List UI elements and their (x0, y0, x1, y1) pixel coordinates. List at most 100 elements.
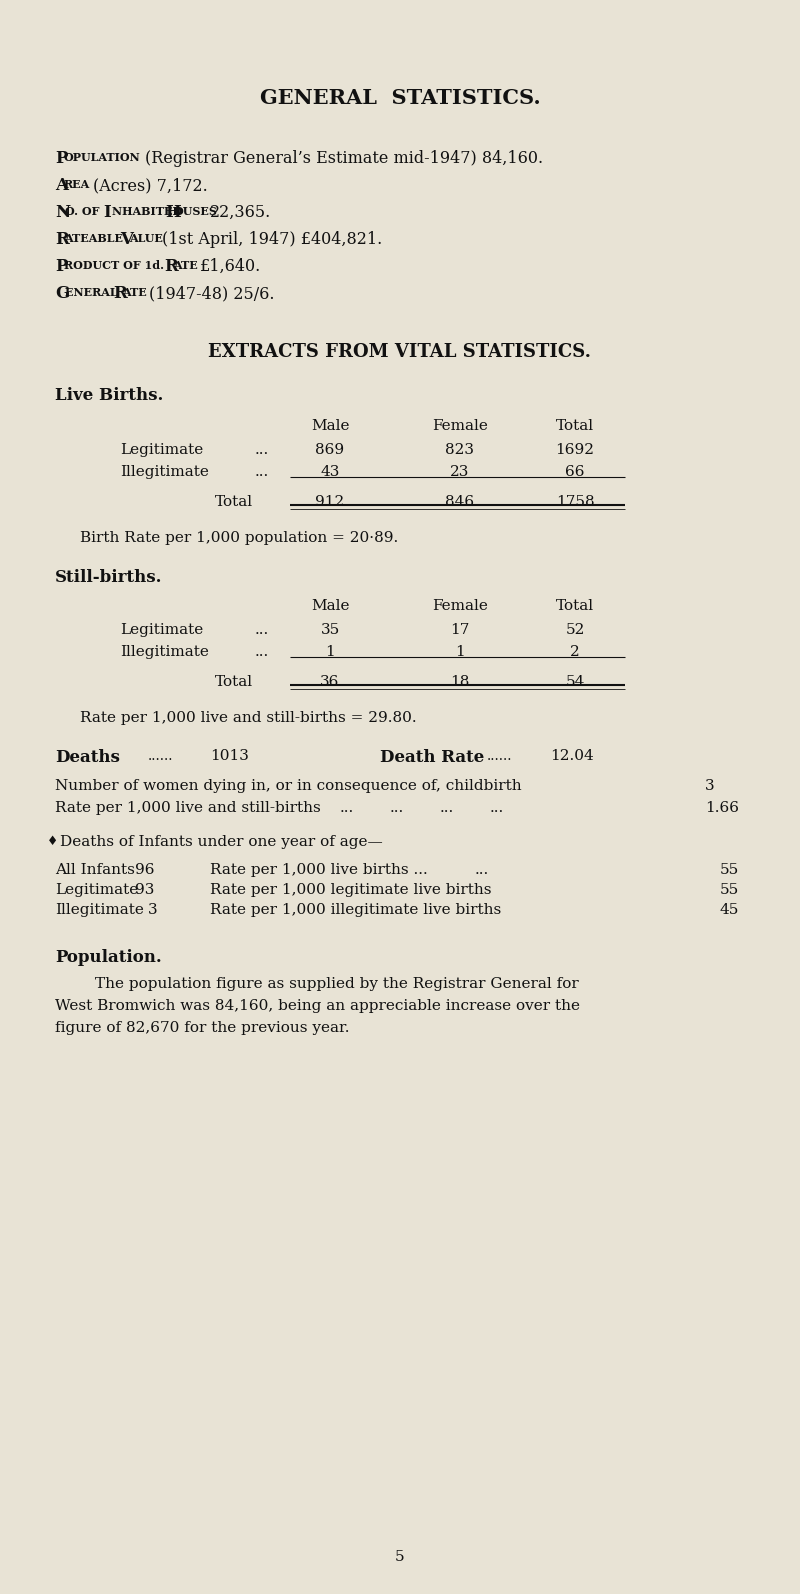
Text: Still-births.: Still-births. (55, 569, 162, 587)
Text: Total: Total (215, 674, 253, 689)
Text: GENERAL  STATISTICS.: GENERAL STATISTICS. (260, 88, 540, 108)
Text: 43: 43 (320, 465, 340, 480)
Text: 846: 846 (446, 496, 474, 508)
Text: Male: Male (310, 599, 350, 614)
Text: Illegitimate: Illegitimate (55, 902, 144, 917)
Text: 12.04: 12.04 (550, 749, 594, 764)
Text: 869: 869 (315, 443, 345, 457)
Text: 3: 3 (148, 902, 158, 917)
Text: R: R (113, 285, 126, 301)
Text: The population figure as supplied by the Registrar General for: The population figure as supplied by the… (95, 977, 578, 991)
Text: ...: ... (255, 646, 270, 658)
Text: All Infants: All Infants (55, 862, 135, 877)
Text: 45: 45 (720, 902, 739, 917)
Text: Number of women dying in, or in consequence of, childbirth: Number of women dying in, or in conseque… (55, 779, 522, 792)
Text: 52: 52 (566, 623, 585, 638)
Text: ...: ... (255, 443, 270, 457)
Text: A: A (55, 177, 68, 194)
Text: 35: 35 (320, 623, 340, 638)
Text: figure of 82,670 for the previous year.: figure of 82,670 for the previous year. (55, 1022, 350, 1035)
Text: ENERAL: ENERAL (65, 287, 122, 298)
Text: H: H (165, 204, 181, 222)
Text: Rate per 1,000 illegitimate live births: Rate per 1,000 illegitimate live births (210, 902, 502, 917)
Text: ...: ... (490, 802, 504, 815)
Text: Rate per 1,000 live births ...: Rate per 1,000 live births ... (210, 862, 428, 877)
Text: Rate per 1,000 live and still-births: Rate per 1,000 live and still-births (55, 802, 321, 815)
Text: Female: Female (432, 599, 488, 614)
Text: ♦: ♦ (47, 835, 58, 848)
Text: ......: ...... (487, 749, 513, 764)
Text: ...: ... (255, 465, 270, 480)
Text: 1: 1 (325, 646, 335, 658)
Text: 3: 3 (705, 779, 714, 792)
Text: O. OF: O. OF (65, 206, 103, 217)
Text: 5: 5 (395, 1549, 405, 1564)
Text: P: P (55, 258, 67, 276)
Text: 912: 912 (315, 496, 345, 508)
Text: 22,365.: 22,365. (210, 204, 271, 222)
Text: ATE: ATE (122, 287, 146, 298)
Text: REA: REA (64, 179, 90, 190)
Text: Death Rate: Death Rate (380, 749, 484, 767)
Text: (1st April, 1947) £404,821.: (1st April, 1947) £404,821. (162, 231, 382, 249)
Text: Legitimate: Legitimate (120, 623, 203, 638)
Text: Legitimate: Legitimate (120, 443, 203, 457)
Text: ......: ...... (148, 749, 174, 764)
Text: 96: 96 (135, 862, 154, 877)
Text: 2: 2 (570, 646, 580, 658)
Text: Legitimate: Legitimate (55, 883, 138, 897)
Text: N: N (55, 204, 70, 222)
Text: Male: Male (310, 419, 350, 434)
Text: NHABITED: NHABITED (112, 206, 186, 217)
Text: RODUCT OF 1d.: RODUCT OF 1d. (64, 260, 168, 271)
Text: 54: 54 (566, 674, 585, 689)
Text: ...: ... (440, 802, 454, 815)
Text: 1692: 1692 (555, 443, 594, 457)
Text: Birth Rate per 1,000 population = 20·89.: Birth Rate per 1,000 population = 20·89. (80, 531, 398, 545)
Text: Total: Total (215, 496, 253, 508)
Text: R: R (55, 231, 69, 249)
Text: 17: 17 (450, 623, 470, 638)
Text: I: I (103, 204, 110, 222)
Text: Illegitimate: Illegitimate (120, 646, 209, 658)
Text: ...: ... (475, 862, 490, 877)
Text: V: V (120, 231, 133, 249)
Text: OUSES: OUSES (174, 206, 218, 217)
Text: 93: 93 (135, 883, 154, 897)
Text: (Registrar General’s Estimate mid-1947) 84,160.: (Registrar General’s Estimate mid-1947) … (145, 150, 543, 167)
Text: ALUE: ALUE (129, 233, 163, 244)
Text: 823: 823 (446, 443, 474, 457)
Text: West Bromwich was 84,160, being an appreciable increase over the: West Bromwich was 84,160, being an appre… (55, 999, 580, 1014)
Text: 55: 55 (720, 883, 739, 897)
Text: ATEABLE: ATEABLE (64, 233, 127, 244)
Text: ATE: ATE (173, 260, 198, 271)
Text: (Acres) 7,172.: (Acres) 7,172. (93, 177, 208, 194)
Text: 23: 23 (450, 465, 470, 480)
Text: OPULATION: OPULATION (64, 151, 141, 163)
Text: 36: 36 (320, 674, 340, 689)
Text: P: P (55, 150, 67, 167)
Text: 66: 66 (566, 465, 585, 480)
Text: Total: Total (556, 599, 594, 614)
Text: Total: Total (556, 419, 594, 434)
Text: 1758: 1758 (556, 496, 594, 508)
Text: G: G (55, 285, 70, 301)
Text: EXTRACTS FROM VITAL STATISTICS.: EXTRACTS FROM VITAL STATISTICS. (209, 343, 591, 360)
Text: 1013: 1013 (210, 749, 249, 764)
Text: Live Births.: Live Births. (55, 387, 163, 403)
Text: Rate per 1,000 legitimate live births: Rate per 1,000 legitimate live births (210, 883, 491, 897)
Text: R: R (164, 258, 178, 276)
Text: Population.: Population. (55, 948, 162, 966)
Text: £1,640.: £1,640. (200, 258, 262, 276)
Text: ...: ... (340, 802, 354, 815)
Text: 55: 55 (720, 862, 739, 877)
Text: ...: ... (390, 802, 404, 815)
Text: 18: 18 (450, 674, 470, 689)
Text: Deaths: Deaths (55, 749, 120, 767)
Text: ...: ... (255, 623, 270, 638)
Text: Female: Female (432, 419, 488, 434)
Text: Illegitimate: Illegitimate (120, 465, 209, 480)
Text: 1: 1 (455, 646, 465, 658)
Text: 1.66: 1.66 (705, 802, 739, 815)
Text: (1947-48) 25/6.: (1947-48) 25/6. (149, 285, 274, 301)
